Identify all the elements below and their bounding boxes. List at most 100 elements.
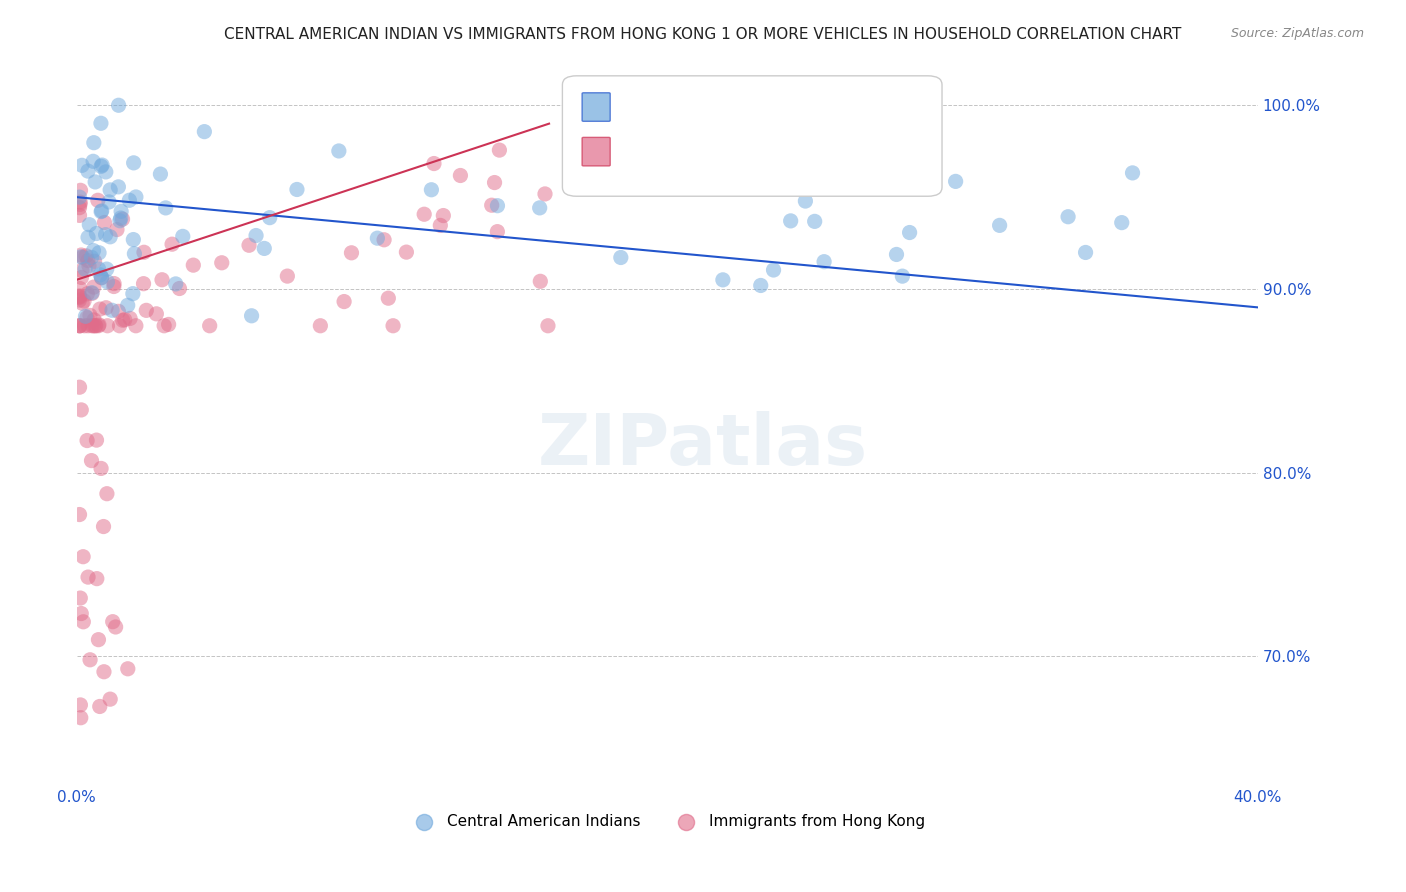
Immigrants from Hong Kong (87, 632, 110, 647)
Immigrants from Hong Kong (89, 699, 111, 714)
Immigrants from Hong Kong (198, 318, 221, 333)
Immigrants from Hong Kong (73, 318, 96, 333)
Immigrants from Hong Kong (309, 318, 332, 333)
Central American Indians (155, 201, 177, 215)
Immigrants from Hong Kong (111, 212, 134, 227)
Immigrants from Hong Kong (72, 549, 94, 564)
Immigrants from Hong Kong (70, 248, 93, 262)
Immigrants from Hong Kong (90, 270, 112, 285)
Central American Indians (891, 269, 914, 284)
Immigrants from Hong Kong (488, 143, 510, 157)
Immigrants from Hong Kong (72, 615, 94, 629)
Central American Indians (84, 175, 107, 189)
Text: CENTRAL AMERICAN INDIAN VS IMMIGRANTS FROM HONG KONG 1 OR MORE VEHICLES IN HOUSE: CENTRAL AMERICAN INDIAN VS IMMIGRANTS FR… (225, 27, 1181, 42)
Immigrants from Hong Kong (96, 486, 118, 500)
Immigrants from Hong Kong (87, 194, 110, 208)
Immigrants from Hong Kong (93, 519, 115, 533)
Immigrants from Hong Kong (69, 293, 91, 307)
Central American Indians (110, 204, 132, 219)
Immigrants from Hong Kong (69, 197, 91, 211)
Immigrants from Hong Kong (75, 249, 97, 263)
Central American Indians (89, 268, 111, 282)
Central American Indians (149, 167, 172, 181)
Central American Indians (711, 273, 734, 287)
Central American Indians (77, 164, 100, 178)
Immigrants from Hong Kong (76, 310, 98, 325)
Central American Indians (101, 303, 124, 318)
Immigrants from Hong Kong (69, 591, 91, 605)
Central American Indians (420, 183, 443, 197)
Text: R =  0.275   N = 111: R = 0.275 N = 111 (605, 143, 778, 161)
Immigrants from Hong Kong (160, 237, 183, 252)
Central American Indians (240, 309, 263, 323)
Immigrants from Hong Kong (484, 176, 506, 190)
Central American Indians (117, 298, 139, 312)
Central American Indians (794, 194, 817, 208)
Central American Indians (529, 201, 551, 215)
Central American Indians (122, 233, 145, 247)
Immigrants from Hong Kong (395, 245, 418, 260)
Immigrants from Hong Kong (93, 665, 115, 679)
Central American Indians (110, 211, 132, 225)
Immigrants from Hong Kong (120, 311, 142, 326)
Immigrants from Hong Kong (114, 312, 136, 326)
Immigrants from Hong Kong (93, 215, 115, 229)
Immigrants from Hong Kong (69, 195, 91, 210)
Immigrants from Hong Kong (211, 256, 233, 270)
Central American Indians (945, 174, 967, 188)
Central American Indians (259, 211, 281, 225)
Immigrants from Hong Kong (103, 279, 125, 293)
Immigrants from Hong Kong (69, 201, 91, 215)
Immigrants from Hong Kong (373, 233, 395, 247)
Immigrants from Hong Kong (111, 313, 134, 327)
Central American Indians (80, 251, 103, 265)
Central American Indians (90, 116, 112, 130)
Immigrants from Hong Kong (83, 254, 105, 268)
Immigrants from Hong Kong (101, 615, 124, 629)
Immigrants from Hong Kong (69, 208, 91, 222)
Immigrants from Hong Kong (429, 219, 451, 233)
Central American Indians (886, 247, 908, 261)
Immigrants from Hong Kong (69, 508, 91, 522)
Immigrants from Hong Kong (90, 461, 112, 475)
Central American Indians (79, 218, 101, 232)
Immigrants from Hong Kong (340, 245, 363, 260)
Central American Indians (1057, 210, 1080, 224)
Central American Indians (96, 275, 118, 289)
Central American Indians (762, 263, 785, 277)
Central American Indians (1111, 216, 1133, 230)
Central American Indians (898, 226, 921, 240)
Immigrants from Hong Kong (80, 318, 103, 333)
Central American Indians (803, 214, 825, 228)
Immigrants from Hong Kong (276, 269, 298, 284)
Immigrants from Hong Kong (79, 653, 101, 667)
Central American Indians (94, 227, 117, 242)
Central American Indians (86, 227, 108, 241)
Central American Indians (82, 244, 104, 258)
Immigrants from Hong Kong (125, 318, 148, 333)
Immigrants from Hong Kong (333, 294, 356, 309)
Central American Indians (75, 262, 97, 277)
Text: Source: ZipAtlas.com: Source: ZipAtlas.com (1230, 27, 1364, 40)
Immigrants from Hong Kong (79, 309, 101, 323)
Immigrants from Hong Kong (382, 318, 405, 333)
Central American Indians (749, 278, 772, 293)
Immigrants from Hong Kong (69, 698, 91, 712)
Central American Indians (366, 231, 388, 245)
Central American Indians (193, 125, 215, 139)
Immigrants from Hong Kong (94, 301, 117, 315)
Immigrants from Hong Kong (69, 290, 91, 304)
Immigrants from Hong Kong (77, 259, 100, 273)
Immigrants from Hong Kong (86, 433, 108, 447)
Central American Indians (90, 159, 112, 173)
Central American Indians (285, 182, 308, 196)
Central American Indians (94, 165, 117, 179)
Immigrants from Hong Kong (432, 209, 454, 223)
Immigrants from Hong Kong (76, 434, 98, 448)
Immigrants from Hong Kong (423, 156, 446, 170)
Central American Indians (69, 190, 91, 204)
Central American Indians (610, 251, 633, 265)
Immigrants from Hong Kong (87, 318, 110, 333)
Central American Indians (83, 136, 105, 150)
Immigrants from Hong Kong (70, 403, 93, 417)
